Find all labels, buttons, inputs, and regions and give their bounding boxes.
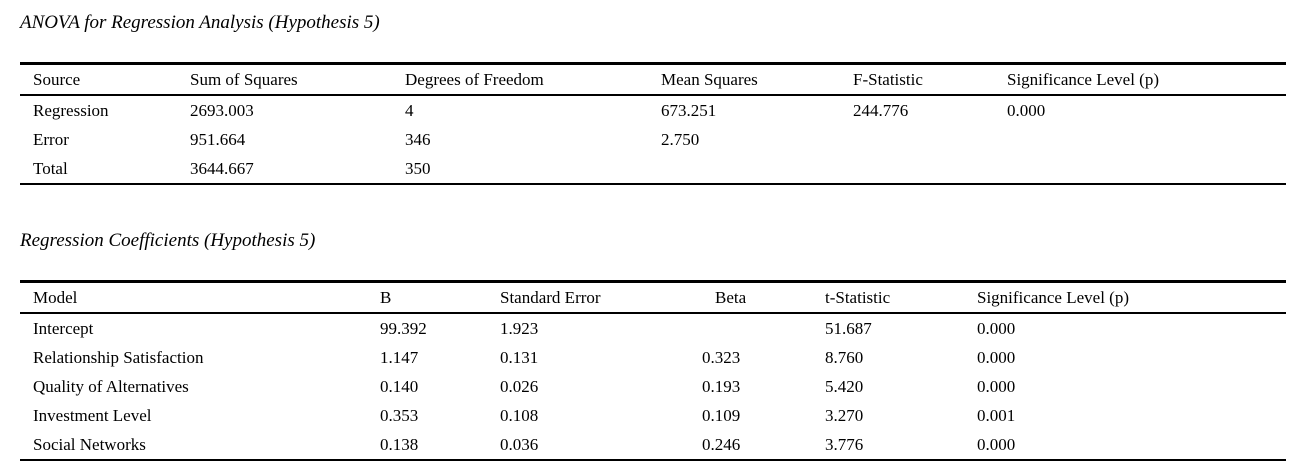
table-cell bbox=[840, 125, 994, 154]
table-row: Error 951.664 346 2.750 bbox=[20, 125, 1286, 154]
table-cell: 0.036 bbox=[500, 435, 539, 454]
table-cell bbox=[840, 154, 994, 184]
table-cell: Error bbox=[33, 130, 69, 149]
table-cell: 3.776 bbox=[825, 435, 864, 454]
anova-section: ANOVA for Regression Analysis (Hypothesi… bbox=[20, 11, 1286, 185]
coefficients-table-body: Intercept 99.392 1.923 51.687 0.000 Relations… bbox=[20, 313, 1286, 460]
column-header: Significance Level (p) bbox=[977, 288, 1129, 307]
table-cell: 0.193 bbox=[702, 377, 741, 396]
table-cell bbox=[994, 125, 1286, 154]
table-row: Social Networks 0.138 0.036 0.246 3.776 0.000 bbox=[20, 430, 1286, 460]
coefficients-section: Regression Coefficients (Hypothesis 5) M… bbox=[20, 229, 1286, 461]
table-cell bbox=[648, 154, 840, 184]
table-cell: 951.664 bbox=[190, 130, 246, 149]
table-cell: Social Networks bbox=[33, 435, 146, 454]
table-cell: Relationship Satisfaction bbox=[33, 348, 204, 367]
coefficients-header-row: Model B Standard Error Beta t-Statistic Signi… bbox=[20, 282, 1286, 313]
column-header: Model bbox=[33, 288, 78, 307]
anova-header-row: Source Sum of Squares Degrees of Freedom Me… bbox=[20, 64, 1286, 95]
column-header: Beta bbox=[715, 288, 747, 307]
table-cell: 1.923 bbox=[500, 319, 539, 338]
table-cell: 99.392 bbox=[380, 319, 427, 338]
column-header: F-Statistic bbox=[853, 70, 923, 89]
table-cell: 5.420 bbox=[825, 377, 864, 396]
column-header: Significance Level (p) bbox=[1007, 70, 1159, 89]
table-cell: 2693.003 bbox=[190, 101, 254, 120]
column-header: Source bbox=[33, 70, 81, 89]
table-cell: Regression bbox=[33, 101, 109, 120]
anova-table-body: Regression 2693.003 4 673.251 244.776 0.000 Er… bbox=[20, 95, 1286, 184]
coefficients-table: Model B Standard Error Beta t-Statistic Signi… bbox=[20, 280, 1286, 461]
table-cell: 1.147 bbox=[380, 348, 419, 367]
table-cell: 244.776 bbox=[853, 101, 909, 120]
column-header: Mean Squares bbox=[661, 70, 758, 89]
table-cell: 0.000 bbox=[1007, 101, 1046, 120]
column-header: Standard Error bbox=[500, 288, 601, 307]
column-header: Degrees of Freedom bbox=[405, 70, 544, 89]
table-cell: 3.270 bbox=[825, 406, 864, 425]
column-header: t-Statistic bbox=[825, 288, 891, 307]
table-cell: 0.108 bbox=[500, 406, 539, 425]
table-row: Relationship Satisfaction 1.147 0.131 0.323… bbox=[20, 343, 1286, 372]
table-cell: 0.323 bbox=[702, 348, 741, 367]
table-cell: 350 bbox=[405, 159, 431, 178]
table-cell: 3644.667 bbox=[190, 159, 254, 178]
table-cell: 0.000 bbox=[977, 377, 1016, 396]
table-cell: 0.000 bbox=[977, 319, 1016, 338]
table-row: Total 3644.667 350 bbox=[20, 154, 1286, 184]
table-cell: 346 bbox=[405, 130, 431, 149]
table-cell: 0.000 bbox=[977, 348, 1016, 367]
table-cell: 0.353 bbox=[380, 406, 419, 425]
table-cell: 0.001 bbox=[977, 406, 1016, 425]
table-cell: Total bbox=[33, 159, 68, 178]
table-cell: 0.109 bbox=[702, 406, 741, 425]
column-header: B bbox=[380, 288, 392, 307]
table-cell: Intercept bbox=[33, 319, 94, 338]
anova-table: Source Sum of Squares Degrees of Freedom Me… bbox=[20, 62, 1286, 185]
table-cell: 673.251 bbox=[661, 101, 717, 120]
table-cell: 51.687 bbox=[825, 319, 872, 338]
table-cell: 4 bbox=[405, 101, 414, 120]
table-cell: 8.760 bbox=[825, 348, 864, 367]
table-cell: Investment Level bbox=[33, 406, 152, 425]
table-row: Intercept 99.392 1.923 51.687 0.000 bbox=[20, 313, 1286, 343]
table-cell: 0.131 bbox=[500, 348, 539, 367]
table-cell: 0.140 bbox=[380, 377, 419, 396]
table-cell: 0.000 bbox=[977, 435, 1016, 454]
table-cell: 0.026 bbox=[500, 377, 539, 396]
table-row: Investment Level 0.353 0.108 0.109 3.270 0.00… bbox=[20, 401, 1286, 430]
table-cell: 0.138 bbox=[380, 435, 419, 454]
column-header: Sum of Squares bbox=[190, 70, 298, 89]
table-row: Quality of Alternatives 0.140 0.026 0.193 5.… bbox=[20, 372, 1286, 401]
anova-table-title: ANOVA for Regression Analysis (Hypothesi… bbox=[20, 12, 380, 33]
table-cell bbox=[689, 313, 812, 343]
table-cell: 0.246 bbox=[702, 435, 741, 454]
table-row: Regression 2693.003 4 673.251 244.776 0.000 bbox=[20, 95, 1286, 125]
table-cell bbox=[994, 154, 1286, 184]
coefficients-table-title: Regression Coefficients (Hypothesis 5) bbox=[20, 230, 316, 251]
table-cell: Quality of Alternatives bbox=[33, 377, 189, 396]
table-cell: 2.750 bbox=[661, 130, 700, 149]
